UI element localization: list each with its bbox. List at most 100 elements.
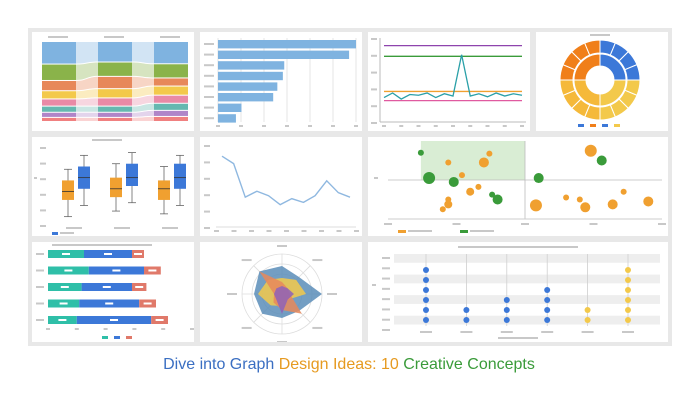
line-x-tick <box>266 230 272 232</box>
hbar-bar <box>218 61 285 70</box>
line-y-tick <box>204 177 210 180</box>
scatter-point <box>492 194 503 205</box>
boxplot-box <box>174 163 186 189</box>
caption-part-blue: Dive into Graph <box>163 356 279 373</box>
stacked-bar-segment-label <box>155 319 164 321</box>
boxplot-y-tick <box>40 225 46 227</box>
sunburst-legend-swatch <box>590 124 596 127</box>
spike-y-tick <box>371 54 377 57</box>
scatter-point <box>466 187 475 196</box>
quadrant-scatter-chart <box>374 141 666 233</box>
alluvial-node <box>42 64 76 80</box>
boxplot-box <box>110 177 122 198</box>
dot-plot-x-tick <box>581 331 594 333</box>
radar-axis-label <box>327 293 337 295</box>
stacked-bar-tick-label <box>36 319 44 321</box>
dot-plot-point <box>625 297 631 303</box>
stacked-bar-tick-label <box>36 302 44 305</box>
spike-y-tick <box>371 88 377 91</box>
dot-plot-band <box>394 284 660 294</box>
alluvial-node <box>154 110 188 116</box>
stacked-bar-chart-panel <box>32 242 194 342</box>
boxplot-legend-label <box>60 232 74 234</box>
line-y-tick <box>204 161 210 164</box>
scatter-x-tick <box>521 223 529 225</box>
dot-plot-y-tick <box>382 277 390 280</box>
simple-line-chart-panel <box>200 137 362 236</box>
alluvial-flow <box>132 110 154 117</box>
stacked-bar-x-tick <box>190 328 194 330</box>
alluvial-node <box>98 42 132 62</box>
alluvial-flow <box>132 103 154 112</box>
hbar-x-tick <box>239 125 243 127</box>
dot-plot-point <box>423 317 429 323</box>
scatter-point <box>584 144 597 157</box>
stacked-bar-x-tick <box>132 328 137 330</box>
alluvial-column-label <box>104 36 124 38</box>
spike-x-tick <box>502 125 507 127</box>
line-y-tick <box>204 227 210 229</box>
spike-line-chart-panel <box>368 32 530 131</box>
dot-plot-y-tick <box>382 257 390 259</box>
spike-x-tick <box>451 125 455 127</box>
dot-plot-band <box>394 254 660 263</box>
stacked-bar-segment-label <box>105 302 114 305</box>
hbar-tick-label <box>204 64 214 67</box>
boxplot-y-tick <box>40 209 46 212</box>
scatter-point <box>607 199 618 210</box>
dot-plot-point <box>423 277 429 283</box>
scatter-point <box>580 202 591 213</box>
line-x-tick <box>231 230 237 232</box>
sunburst-legend-swatch <box>578 124 584 127</box>
radar-chart-panel <box>200 242 362 342</box>
stacked-bar-legend-swatch <box>102 336 108 339</box>
dot-plot-x-tick <box>541 331 554 333</box>
scatter-x-tick <box>384 223 392 225</box>
scatter-point <box>475 183 482 190</box>
scatter-point <box>458 172 465 179</box>
sunburst-center <box>588 68 612 92</box>
dot-plot-point <box>544 307 551 313</box>
alluvial-flow <box>76 98 98 106</box>
dot-plot-point <box>503 317 510 323</box>
alluvial-node <box>98 98 132 106</box>
alluvial-node <box>98 106 132 112</box>
stacked-bar-segment-label <box>64 269 73 272</box>
hbar-tick-label <box>204 43 214 45</box>
dot-plot-point <box>423 297 429 303</box>
stacked-bar-segment-label <box>148 269 157 272</box>
stacked-bar-segment-label <box>143 302 152 305</box>
alluvial-node <box>42 117 76 121</box>
boxplot-y-axis-title <box>34 177 37 179</box>
stacked-bar-x-tick <box>46 328 50 330</box>
alluvial-column-label <box>48 36 68 38</box>
alluvial-node <box>42 80 76 91</box>
sunburst-segment <box>584 39 601 56</box>
hbar-tick-label <box>204 53 214 56</box>
stacked-bar-segment-label <box>58 319 67 321</box>
alluvial-flow <box>76 117 98 121</box>
boxplot-y-tick <box>40 147 46 149</box>
alluvial-flow <box>132 42 154 64</box>
scatter-point <box>643 196 654 207</box>
scatter-legend-label <box>470 230 494 232</box>
stacked-bar-tick-label <box>36 253 44 255</box>
radar-axis-label <box>241 259 252 262</box>
dot-plot-y-tick <box>382 287 390 290</box>
caption-part-orange-number: 10 <box>381 356 404 373</box>
dashboard-collage <box>28 28 672 346</box>
dot-plot-point <box>544 287 551 293</box>
sunburst-legend-swatch <box>602 124 608 127</box>
stacked-bar-segment-label <box>112 269 121 272</box>
dot-plot-point <box>584 307 591 313</box>
stacked-bar-segment-label <box>102 286 111 288</box>
radar-axis-label <box>227 293 237 295</box>
scatter-point <box>596 155 607 166</box>
alluvial-column-label <box>160 36 180 38</box>
alluvial-node <box>42 42 76 64</box>
dot-plot-title <box>458 246 578 248</box>
stacked-bar-chart <box>36 244 194 339</box>
sunburst-chart-panel <box>536 32 668 131</box>
line-y-tick <box>204 145 210 147</box>
scatter-point <box>529 199 542 212</box>
